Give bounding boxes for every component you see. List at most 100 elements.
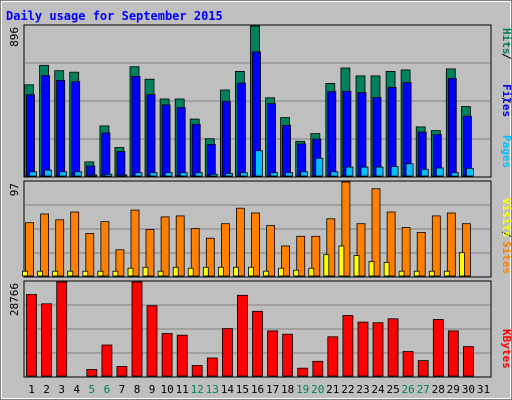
bar-kbytes	[447, 330, 459, 377]
day-label: 13	[206, 383, 219, 396]
bar-files	[221, 100, 231, 177]
bar-visits	[266, 225, 276, 277]
bar-pages	[300, 171, 309, 177]
bar-pages	[134, 172, 143, 177]
bar-kbytes	[101, 344, 113, 377]
bar-pages	[345, 166, 354, 177]
bar-sites	[97, 270, 104, 277]
bar-files	[26, 94, 35, 177]
bar-pages	[224, 173, 233, 177]
day-label: 1	[28, 383, 35, 396]
bar-sites	[232, 266, 239, 277]
bar-kbytes	[462, 346, 474, 377]
day-label: 25	[386, 383, 399, 396]
legend-hits: Hits	[500, 28, 512, 55]
max-label: 97	[8, 183, 21, 196]
bar-kbytes	[417, 360, 429, 377]
bar-pages	[29, 171, 37, 177]
bar-visits	[326, 218, 336, 277]
day-label: 24	[371, 383, 385, 396]
bar-visits	[341, 181, 351, 277]
legend-lower: KBytes	[500, 329, 512, 369]
bar-kbytes	[176, 334, 188, 377]
bar-pages	[285, 172, 294, 177]
x-axis-labels: 1 2 3 4 5 6 7 8 9 10 11 12 13 14 15 16 17 18 19 20 21 22 23 24 2…	[28, 383, 490, 396]
bar-kbytes	[312, 360, 324, 377]
legend-visits: Visits	[500, 198, 512, 238]
legend-sep-3: /	[500, 231, 512, 238]
bar-visits	[205, 237, 215, 277]
legend-sites: Sites	[500, 241, 512, 274]
bar-pages	[360, 166, 369, 177]
day-label: 12	[191, 383, 204, 396]
bar-sites	[52, 270, 59, 277]
legend-files: Files	[500, 84, 512, 117]
day-label: 21	[326, 383, 339, 396]
day-label: 3	[58, 383, 65, 396]
legend-upper: Pages / Files / Hits	[500, 28, 512, 168]
bar-files	[297, 143, 307, 177]
bar-pages	[435, 167, 444, 177]
bar-pages	[405, 163, 414, 177]
bar-sites	[368, 261, 375, 277]
bar-visits	[85, 232, 95, 277]
bar-visits	[416, 231, 426, 277]
bar-pages	[450, 172, 459, 177]
bar-files	[161, 104, 171, 177]
bar-kbytes	[252, 310, 263, 377]
bar-visits	[130, 209, 140, 277]
bar-kbytes	[357, 321, 369, 377]
day-label: 28	[432, 383, 445, 396]
day-label: 5	[88, 383, 95, 396]
day-label: 22	[341, 383, 354, 396]
bar-files	[236, 82, 246, 177]
day-label: 18	[281, 383, 294, 396]
bar-visits	[175, 215, 185, 277]
bar-sites	[413, 270, 420, 277]
bar-files	[86, 165, 96, 177]
bar-visits	[281, 245, 291, 277]
bar-pages	[74, 171, 83, 177]
day-label: 16	[251, 383, 264, 396]
series-sites	[22, 245, 465, 277]
bar-sites	[37, 270, 43, 277]
chart-title: Daily usage for September 2015	[6, 9, 223, 23]
bar-files	[447, 78, 457, 177]
bar-kbytes	[86, 369, 98, 377]
bar-visits	[311, 235, 321, 277]
bar-visits	[145, 229, 155, 277]
bar-sites	[383, 261, 390, 277]
day-label: 6	[104, 383, 111, 396]
bar-files	[342, 90, 352, 177]
bar-sites	[127, 267, 134, 277]
day-label: 30	[462, 383, 475, 396]
day-label: 17	[266, 383, 279, 396]
series-files	[26, 51, 472, 177]
bar-visits	[386, 211, 396, 277]
bar-sites	[157, 270, 164, 277]
bar-sites	[187, 267, 194, 277]
bar-files	[56, 80, 66, 177]
bar-kbytes	[297, 367, 309, 377]
bar-sites	[172, 266, 179, 277]
bar-visits	[401, 227, 411, 277]
bar-kbytes	[387, 318, 399, 377]
bar-files	[387, 87, 397, 177]
bar-visits	[356, 223, 366, 277]
series-pages	[29, 150, 474, 177]
bar-pages	[149, 172, 158, 177]
bar-visits	[251, 212, 260, 277]
bar-pages	[465, 168, 474, 177]
bar-visits	[100, 221, 110, 277]
legend-pages: Pages	[500, 135, 512, 168]
day-label: 4	[73, 383, 80, 396]
bar-sites	[217, 266, 224, 277]
bar-pages	[59, 171, 68, 177]
panel-visits-sites: 97	[8, 180, 492, 278]
max-label: 896	[8, 27, 21, 47]
bar-pages	[44, 169, 52, 177]
bar-visits	[25, 222, 34, 277]
bar-sites	[293, 269, 300, 277]
max-label: 28766	[8, 283, 21, 316]
